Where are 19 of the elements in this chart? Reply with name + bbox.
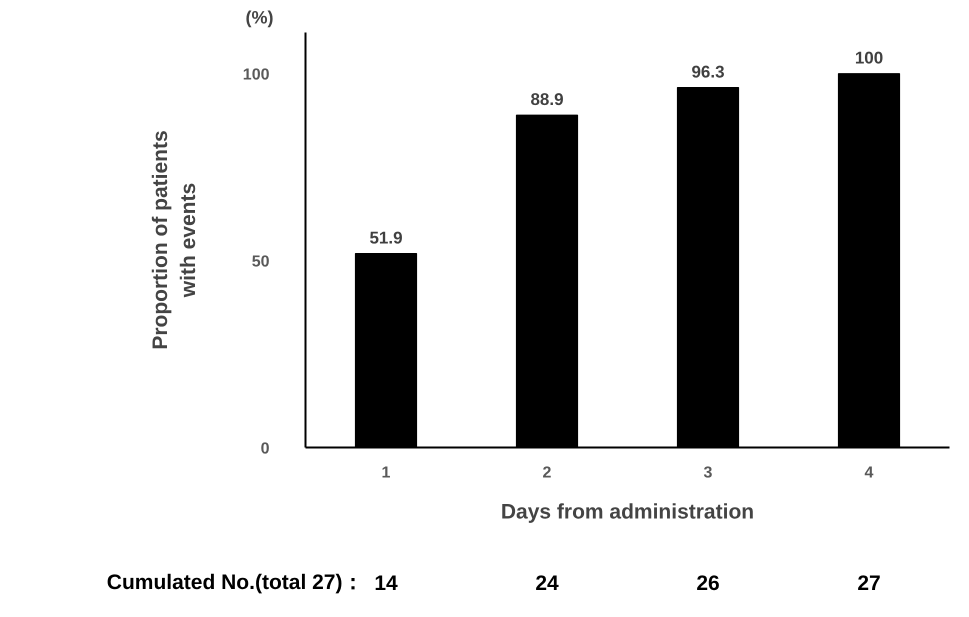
text: (%): [246, 8, 274, 28]
y-tick-label: 50: [252, 254, 270, 271]
y-tick-label: 0: [260, 440, 270, 458]
text: 26: [696, 572, 720, 595]
text: 27: [857, 572, 881, 595]
text: 24: [535, 572, 559, 595]
data-label: 51.9: [369, 228, 403, 248]
x-tick-label: 3: [704, 464, 713, 482]
x-tick-label: 2: [542, 464, 552, 482]
y-tick-label: 100: [242, 66, 270, 84]
x-tick-label: 4: [864, 464, 874, 482]
data-label: 88.9: [530, 90, 564, 110]
text: Cumulated No.(total 27)：: [106, 571, 364, 594]
x-tick-label: 1: [382, 464, 391, 482]
text: 14: [374, 572, 398, 595]
x-axis-title: Days from administration: [500, 500, 754, 524]
data-label: 96.3: [691, 62, 725, 82]
data-label: 100: [854, 48, 884, 68]
y-axis-title: Proportion of patients with events: [149, 130, 200, 350]
